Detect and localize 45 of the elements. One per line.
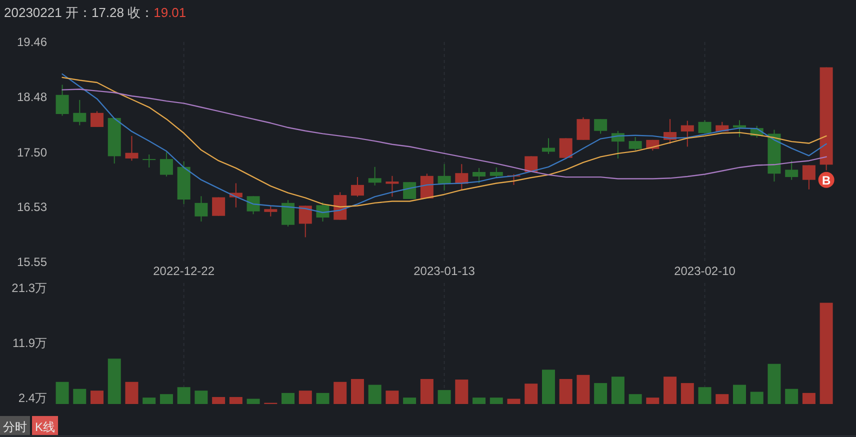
candlestick [403, 182, 416, 200]
text: K线 [35, 420, 56, 434]
candlestick [559, 138, 572, 160]
candlestick [73, 99, 86, 126]
candlestick [246, 196, 260, 215]
y-tick-label: 11.9万 [12, 336, 47, 350]
candlestick [282, 200, 295, 228]
candlestick [264, 205, 278, 217]
candlestick [490, 166, 503, 178]
candlestick [472, 168, 486, 184]
candlestick [125, 135, 138, 162]
candlestick [628, 136, 642, 152]
candlestick [386, 175, 399, 198]
candlestick [142, 154, 156, 168]
y-tick-label: 16.53 [16, 200, 48, 214]
candlestick [785, 160, 798, 180]
candlestick [298, 205, 312, 238]
candlestick [576, 116, 590, 140]
candlestick [56, 84, 69, 116]
text: 分时 [3, 420, 27, 434]
candlestick [438, 164, 451, 192]
candlestick [212, 196, 226, 216]
candlestick [350, 176, 364, 198]
x-tick-label: 2023-02-10 [674, 264, 736, 278]
candlestick [524, 156, 538, 172]
y-tick-label: 17.50 [16, 145, 48, 160]
candlestick [160, 152, 173, 177]
y-tick-label: 2.4万 [18, 391, 47, 406]
y-tick-label: 21.3万 [12, 281, 47, 296]
y-tick-label: 18.48 [16, 90, 48, 104]
y-tick-label: 19.46 [16, 35, 48, 49]
x-tick-label: 2023-01-13 [414, 264, 476, 278]
candlestick [455, 164, 468, 190]
candlestick [368, 166, 382, 186]
chart-title: 20230221 开：17.28 收：19.01 [4, 5, 186, 20]
candlestick [194, 196, 208, 222]
candlestick [90, 110, 104, 128]
candlestick [594, 118, 608, 134]
candlestick [680, 120, 694, 148]
x-tick-label: 2022-12-22 [153, 264, 215, 278]
candlestick [698, 120, 712, 134]
y-tick-label: 15.55 [16, 255, 48, 269]
candlestick [316, 202, 330, 222]
annotation: B [822, 173, 831, 188]
candlestick [802, 164, 816, 190]
